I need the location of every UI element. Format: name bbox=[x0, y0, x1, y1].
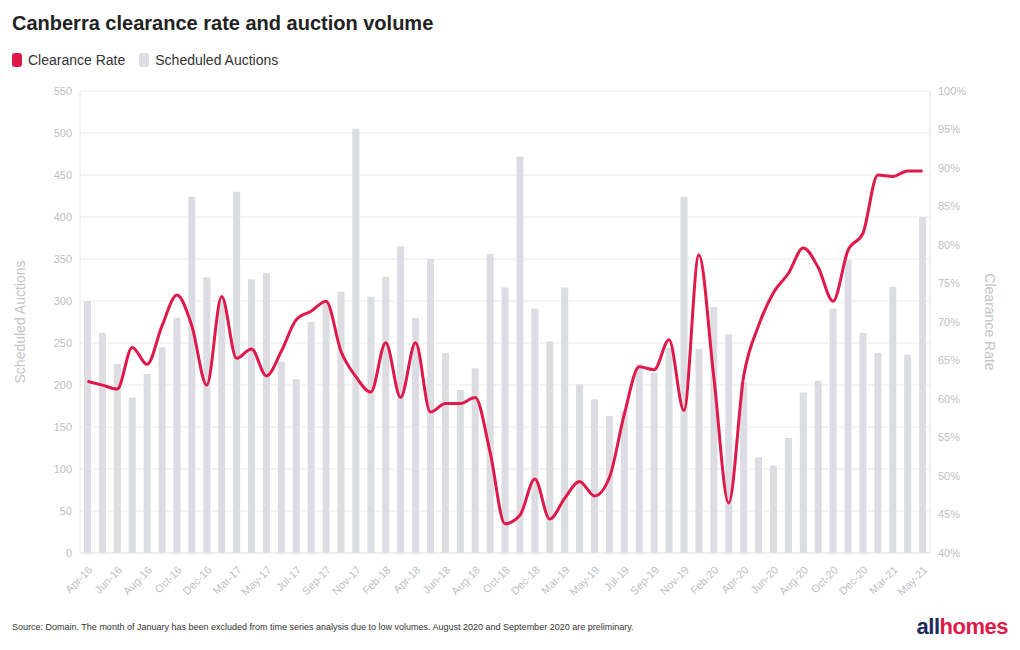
svg-text:Jun-18: Jun-18 bbox=[420, 564, 452, 596]
svg-text:Mar-19: Mar-19 bbox=[539, 564, 572, 597]
svg-text:100: 100 bbox=[54, 463, 72, 475]
svg-text:May-17: May-17 bbox=[239, 564, 273, 598]
svg-text:65%: 65% bbox=[938, 354, 960, 366]
svg-text:Apr-20: Apr-20 bbox=[719, 564, 751, 596]
svg-text:500: 500 bbox=[54, 127, 72, 139]
svg-text:Apr-16: Apr-16 bbox=[63, 564, 95, 596]
svg-text:350: 350 bbox=[54, 253, 72, 265]
svg-text:70%: 70% bbox=[938, 316, 960, 328]
svg-text:Dec-20: Dec-20 bbox=[836, 564, 870, 598]
svg-text:Sep-17: Sep-17 bbox=[300, 564, 334, 598]
svg-text:Scheduled Auctions: Scheduled Auctions bbox=[12, 261, 28, 384]
svg-text:300: 300 bbox=[54, 295, 72, 307]
svg-text:Mar-17: Mar-17 bbox=[211, 564, 244, 597]
svg-text:Jul-17: Jul-17 bbox=[273, 563, 304, 594]
svg-text:Clearance Rate: Clearance Rate bbox=[982, 273, 998, 370]
svg-text:150: 150 bbox=[54, 421, 72, 433]
svg-text:Sep-19: Sep-19 bbox=[628, 564, 662, 598]
svg-text:55%: 55% bbox=[938, 431, 960, 443]
svg-text:Aug-20: Aug-20 bbox=[777, 564, 811, 598]
svg-text:400: 400 bbox=[54, 211, 72, 223]
html-text:Scheduled Auctions: Scheduled Auctions bbox=[155, 52, 279, 68]
svg-text:85%: 85% bbox=[938, 200, 960, 212]
svg-text:Aug-16: Aug-16 bbox=[121, 564, 155, 598]
svg-text:Apr-18: Apr-18 bbox=[391, 564, 423, 596]
svg-text:Feb-18: Feb-18 bbox=[360, 564, 393, 597]
svg-text:80%: 80% bbox=[938, 239, 960, 251]
svg-text:Mar-21: Mar-21 bbox=[867, 564, 900, 597]
svg-text:Dec-16: Dec-16 bbox=[180, 564, 214, 598]
svg-text:Jun-16: Jun-16 bbox=[92, 564, 124, 596]
svg-text:Oct-16: Oct-16 bbox=[152, 564, 184, 596]
svg-text:Nov-19: Nov-19 bbox=[657, 564, 691, 598]
svg-text:250: 250 bbox=[54, 337, 72, 349]
svg-text:100%: 100% bbox=[938, 85, 966, 97]
svg-text:40%: 40% bbox=[938, 547, 960, 559]
svg-text:550: 550 bbox=[54, 85, 72, 97]
svg-text:75%: 75% bbox=[938, 277, 960, 289]
svg-text:Jul-19: Jul-19 bbox=[601, 563, 632, 594]
svg-text:Feb-20: Feb-20 bbox=[688, 564, 721, 597]
html-text:Clearance Rate: Clearance Rate bbox=[28, 52, 126, 68]
svg-text:50: 50 bbox=[60, 505, 72, 517]
svg-text:90%: 90% bbox=[938, 162, 960, 174]
svg-text:Aug-18: Aug-18 bbox=[449, 564, 483, 598]
svg-text:Dec-18: Dec-18 bbox=[508, 564, 542, 598]
html-text:Source: Domain. The month of J: Source: Domain. The month of January has… bbox=[12, 622, 634, 632]
svg-text:0: 0 bbox=[66, 547, 72, 559]
html-text:Canberra clearance rate and au: Canberra clearance rate and auction volu… bbox=[12, 12, 434, 34]
svg-text:450: 450 bbox=[54, 169, 72, 181]
svg-text:May-21: May-21 bbox=[895, 564, 929, 598]
svg-text:Oct-18: Oct-18 bbox=[480, 564, 512, 596]
svg-text:45%: 45% bbox=[938, 508, 960, 520]
svg-text:50%: 50% bbox=[938, 470, 960, 482]
html-text:all homes: all homes bbox=[916, 614, 1008, 639]
svg-text:Oct-20: Oct-20 bbox=[808, 564, 840, 596]
svg-text:Jun-20: Jun-20 bbox=[748, 564, 780, 596]
svg-text:60%: 60% bbox=[938, 393, 960, 405]
svg-text:May-19: May-19 bbox=[567, 564, 601, 598]
svg-text:200: 200 bbox=[54, 379, 72, 391]
svg-text:Nov-17: Nov-17 bbox=[329, 564, 363, 598]
svg-text:95%: 95% bbox=[938, 123, 960, 135]
